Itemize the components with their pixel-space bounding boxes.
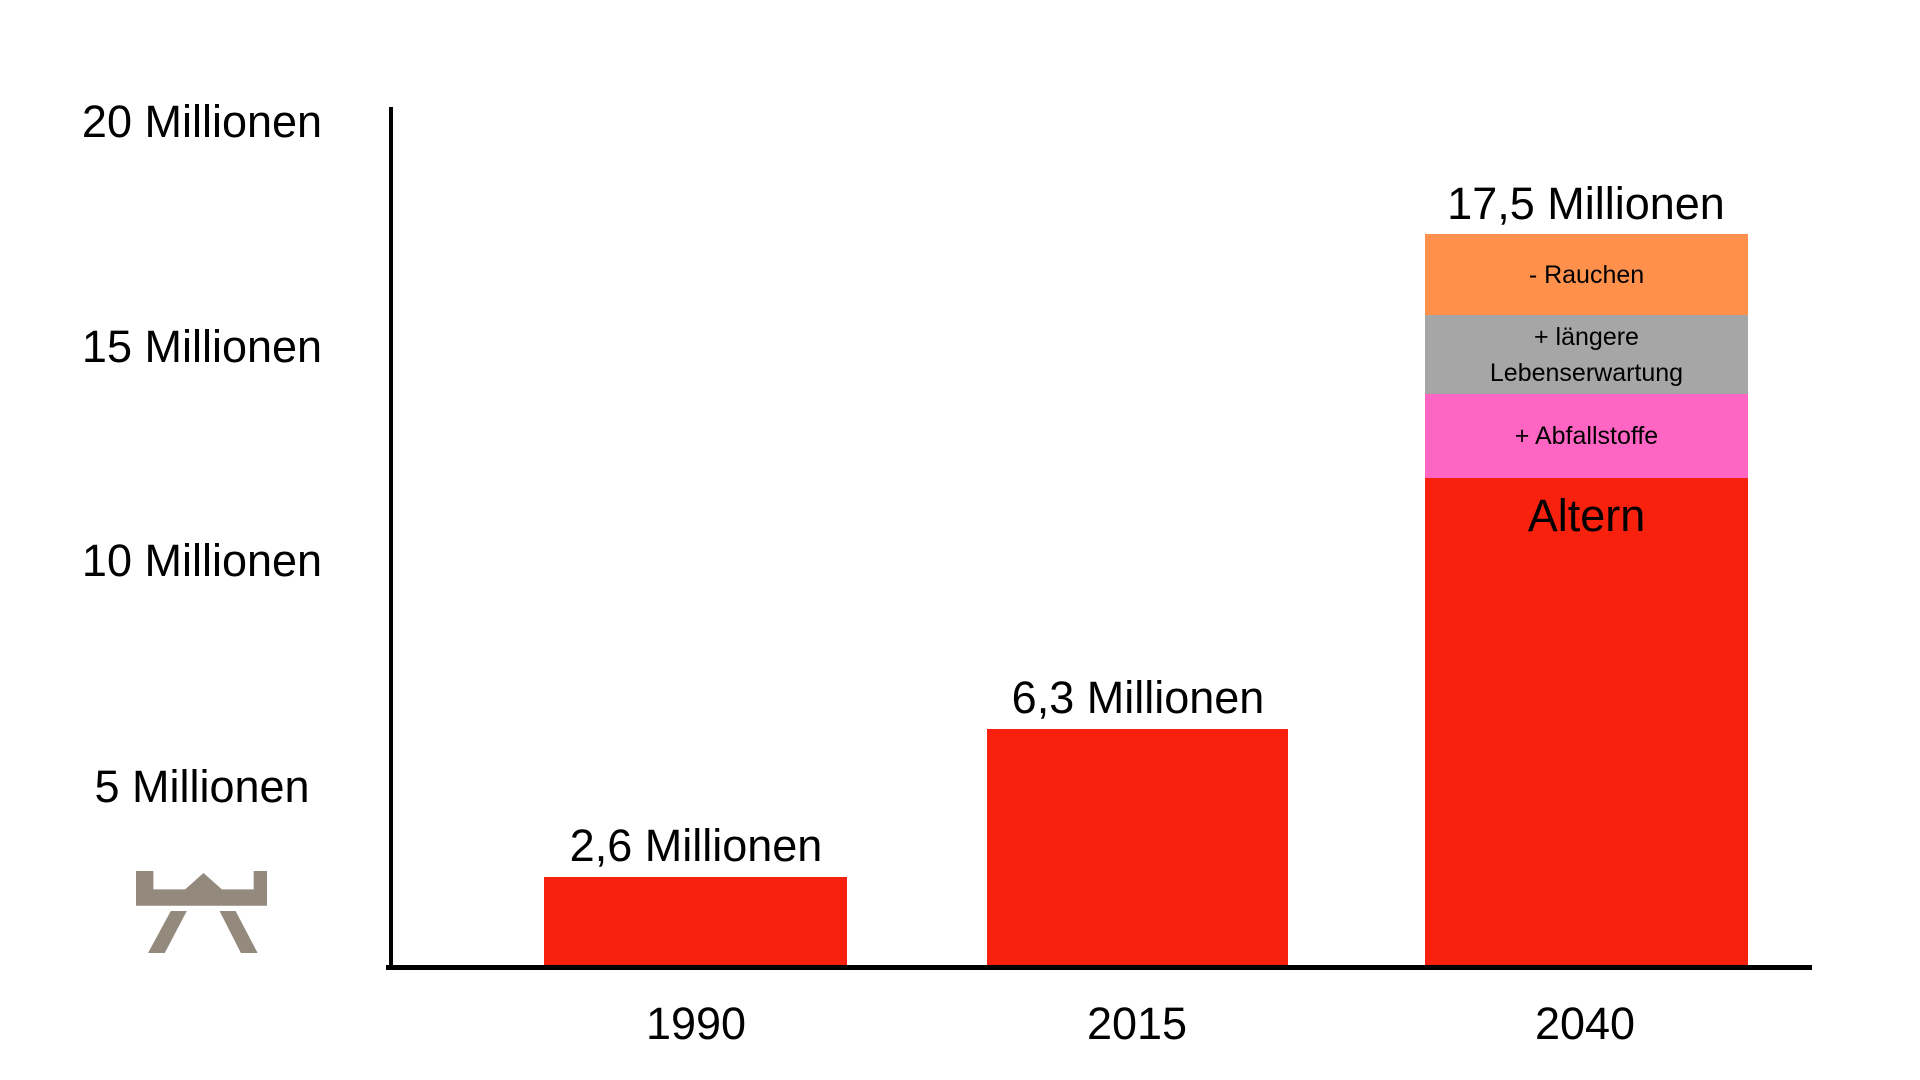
bar-2040-stack: - Rauchen + längere Lebenserwartung + Ab… — [1425, 234, 1748, 965]
bar-2015 — [987, 729, 1288, 965]
y-axis-tick-label-5m: 5 Millionen — [94, 761, 310, 812]
value-label-1990: 2,6 Millionen — [569, 820, 823, 871]
y-axis-tick-label-15m: 15 Millionen — [81, 321, 323, 372]
brand-logo-icon — [136, 871, 267, 953]
segment-rauchen: - Rauchen — [1425, 234, 1748, 315]
x-axis-line — [386, 965, 1812, 970]
x-axis-label-2015: 2015 — [1086, 998, 1188, 1049]
segment-altern: Altern — [1425, 478, 1748, 965]
value-label-2040: 17,5 Millionen — [1447, 178, 1725, 229]
x-axis-label-1990: 1990 — [645, 998, 747, 1049]
y-axis-tick-label-10m: 10 Millionen — [81, 535, 323, 586]
segment-lebenserwartung-label-line1: + längere — [1534, 322, 1639, 351]
segment-lebenserwartung-label-line2: Lebenserwartung — [1489, 358, 1684, 387]
x-axis-label-2040: 2040 — [1534, 998, 1636, 1049]
segment-altern-label: Altern — [1527, 490, 1646, 541]
value-label-2015: 6,3 Millionen — [1011, 672, 1265, 723]
segment-abfallstoffe-label: + Abfallstoffe — [1514, 422, 1659, 450]
segment-abfallstoffe: + Abfallstoffe — [1425, 394, 1748, 478]
bar-1990 — [544, 877, 847, 965]
y-axis-line — [389, 107, 393, 970]
segment-rauchen-label: - Rauchen — [1528, 260, 1645, 289]
segment-lebenserwartung: + längere Lebenserwartung — [1425, 315, 1748, 394]
y-axis-tick-label-20m: 20 Millionen — [81, 96, 323, 147]
